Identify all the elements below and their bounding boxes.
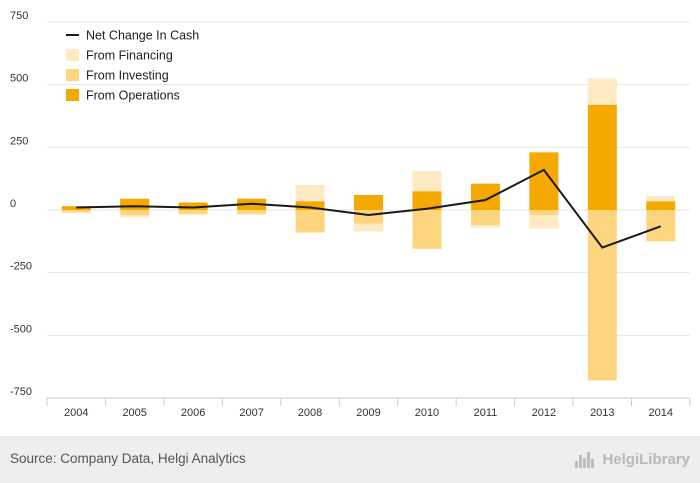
bar-from-operations-2004[interactable] <box>61 206 91 210</box>
legend-label[interactable]: From Operations <box>86 89 180 103</box>
net-change-polyline[interactable] <box>76 168 662 249</box>
legend-swatch <box>66 69 79 81</box>
brand[interactable]: HelgiLibrary <box>574 449 690 469</box>
bar-from-financing-2009[interactable] <box>354 223 383 232</box>
x-tick-label: 2012 <box>532 407 556 419</box>
bar-from-operations-2014[interactable] <box>646 201 676 210</box>
bar-from-financing-2007[interactable] <box>237 213 267 216</box>
bar-from-investing-2008[interactable] <box>295 210 325 233</box>
bar-from-investing-2009[interactable] <box>354 210 383 224</box>
bar-from-investing-2004[interactable] <box>61 210 91 213</box>
bar-from-financing-2008[interactable] <box>295 184 325 202</box>
x-tick-label: 2007 <box>239 407 263 419</box>
bar-from-operations-2012[interactable] <box>529 152 559 210</box>
x-tick-label: 2013 <box>590 407 614 419</box>
x-tick-label: 2006 <box>181 407 205 419</box>
bar-from-operations-2011[interactable] <box>470 183 500 210</box>
bar-from-financing-2013[interactable] <box>587 78 617 105</box>
y-tick-label: 750 <box>10 10 28 22</box>
footer: Source: Company Data, Helgi Analytics He… <box>0 436 700 483</box>
legend: Net Change In Cash From Financing From Inv… <box>66 29 199 103</box>
source-note: Source: Company Data, Helgi Analytics <box>10 451 246 466</box>
y-tick-label: 250 <box>10 135 28 147</box>
x-axis: 2004 2005 2006 2007 2008 2009 2010 2011 2012 2013… <box>46 397 691 419</box>
legend-label[interactable]: Net Change In Cash <box>86 29 199 43</box>
y-tick-label: -750 <box>10 386 32 398</box>
x-tick-label: 2014 <box>649 407 673 419</box>
bar-from-investing-2014[interactable] <box>646 210 676 242</box>
x-tick-label: 2008 <box>298 407 322 419</box>
x-tick-label: 2005 <box>122 407 146 419</box>
bar-from-operations-2013[interactable] <box>587 104 617 210</box>
bar-from-investing-2007[interactable] <box>237 210 267 214</box>
bar-from-investing-2010[interactable] <box>412 210 442 249</box>
bar-from-operations-2008[interactable] <box>295 201 325 210</box>
net-change-line <box>76 168 662 249</box>
y-tick-label: 0 <box>10 198 16 210</box>
bar-from-investing-2006[interactable] <box>178 210 208 214</box>
helgi-logo-icon <box>574 449 598 469</box>
bar-from-financing-2014[interactable] <box>646 196 676 202</box>
bar-from-financing-2010[interactable] <box>412 171 442 192</box>
x-tick-label: 2009 <box>356 407 380 419</box>
legend-label[interactable]: From Investing <box>86 69 169 83</box>
legend-swatch <box>66 89 79 101</box>
x-tick-label: 2004 <box>64 407 88 419</box>
bar-from-investing-2012[interactable] <box>529 210 559 216</box>
brand-name: HelgiLibrary <box>602 450 690 468</box>
x-tick-label: 2010 <box>415 407 439 419</box>
x-tick-label: 2011 <box>474 407 498 419</box>
legend-swatch <box>66 49 79 61</box>
bar-from-investing-2013[interactable] <box>587 210 617 381</box>
legend-label[interactable]: From Financing <box>86 49 173 63</box>
bar-from-investing-2011[interactable] <box>470 210 500 226</box>
bar-from-operations-2006[interactable] <box>178 202 208 210</box>
bar-from-operations-2010[interactable] <box>412 191 442 210</box>
y-tick-label: -250 <box>10 261 32 273</box>
bars <box>61 78 676 381</box>
y-axis: 750 500 250 0 -250 -500 -750 <box>10 10 32 398</box>
bar-from-financing-2011[interactable] <box>470 225 500 228</box>
y-tick-label: -500 <box>10 323 32 335</box>
y-tick-label: 500 <box>10 73 28 85</box>
bar-from-operations-2009[interactable] <box>354 194 383 210</box>
bar-from-financing-2006[interactable] <box>178 213 208 216</box>
bar-from-operations-2005[interactable] <box>120 198 150 210</box>
bar-from-investing-2005[interactable] <box>120 210 150 216</box>
bar-from-financing-2012[interactable] <box>529 215 559 229</box>
bar-from-financing-2005[interactable] <box>120 215 150 218</box>
